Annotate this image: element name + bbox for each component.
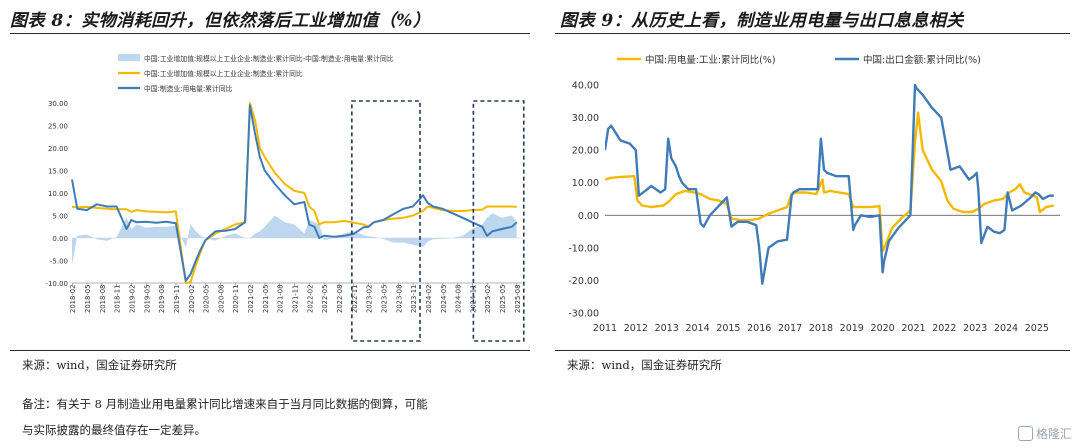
x-tick-label: 2020-11 [232,285,240,313]
legend-label-0: 中国:工业增加值:规模以上工业企业:制造业:累计同比-中国:制造业:用电量:累计… [144,54,394,63]
watermark-text: 格隆汇 [1035,427,1072,441]
y-tick-label: 30.00 [572,113,599,124]
x-tick-label: 2025 [1025,323,1049,334]
y-tick-label: 10.00 [572,178,599,189]
y-tick-label: 20.00 [48,145,68,153]
x-tick-label: 2015 [716,323,740,334]
x-tick-label: 2021-02 [247,285,255,313]
y-tick-label: -5.00 [50,258,68,266]
right-bottom-rule [555,350,1070,351]
x-tick-label: 2019-08 [158,285,166,313]
y-tick-label: 0.00 [52,235,68,243]
x-tick-label: 2025-08 [514,285,522,313]
note-line-2: 与实际披露的最终值存在一定差异。 [22,423,206,437]
x-tick-label: 2020-08 [217,285,225,313]
x-tick-label: 2011 [593,323,617,334]
x-tick-label: 2022-11 [351,285,359,313]
x-tick-label: 2019 [840,323,864,334]
watermark-logo: 格隆汇 [1017,425,1072,442]
left-source-text: 来源：wind，国金证券研究所 [22,358,177,372]
x-tick-label: 2022-08 [336,285,344,313]
y-tick-label: -10.00 [45,280,68,288]
x-tick-label: 2020-05 [203,285,211,313]
x-tick-label: 2020-02 [188,285,196,313]
x-tick-label: 2022-02 [306,285,314,313]
x-tick-label: 2022 [932,323,956,334]
right-chart: 中国:用电量:工业:累计同比(%) 中国:出口金额:累计同比(%) 40.00 30.… [568,54,1060,334]
x-tick-label: 2012 [624,323,648,334]
left-title-rule [10,33,530,34]
right-chart-title: 图表 9：从历史上看，制造业用电量与出口息息相关 [560,11,964,31]
y-tick-label: 0.00 [578,211,599,222]
x-tick-label: 2022-05 [321,285,329,313]
line-series-industrial-value-added [71,102,517,284]
left-chart-title: 图表 8：实物消耗回升，但依然落后工业增加值（%） [10,11,431,31]
legend-label-1: 中国:工业增加值:规模以上工业企业:制造业:累计同比 [144,69,303,78]
y-tick-label: 10.00 [48,190,68,198]
x-tick-label: 2024-08 [455,285,463,313]
line-series-industrial-power [605,111,1055,253]
x-tick-label: 2021-11 [292,285,300,313]
right-title-rule [555,33,1070,34]
y-tick-label: 20.00 [572,146,599,157]
x-tick-label: 2020 [871,323,895,334]
x-tick-label: 2023-05 [380,285,388,313]
x-tick-label: 2018-11 [114,285,122,313]
x-tick-label: 2024 [994,323,1018,334]
x-tick-label: 2018-05 [84,285,92,313]
x-tick-label: 2016 [747,323,771,334]
watermark-icon [1017,426,1033,441]
x-tick-label: 2025-05 [499,285,507,313]
y-tick-label: 5.00 [52,213,68,221]
line-series-manufacturing-power [71,104,518,282]
x-tick-label: 2025-02 [484,285,492,313]
left-bottom-rule [10,350,530,351]
x-tick-label: 2014 [685,323,709,334]
x-tick-label: 2019-05 [143,285,151,313]
x-tick-label: 2021 [901,323,925,334]
right-source-text: 来源：wind，国金证券研究所 [567,358,722,372]
x-tick-label: 2023-02 [366,285,374,313]
x-tick-label: 2018 [809,323,833,334]
x-tick-label: 2024-02 [425,285,433,313]
x-tick-label: 2023-08 [395,285,403,313]
legend-label-power: 中国:用电量:工业:累计同比(%) [645,54,776,66]
area-series-diff [72,213,517,265]
x-tick-label: 2024-05 [440,285,448,313]
y-tick-label: 30.00 [48,100,68,108]
x-tick-label: 2017 [778,323,802,334]
y-tick-label: -30.00 [568,309,599,320]
y-tick-label: -20.00 [568,276,599,287]
x-tick-label: 2021-08 [277,285,285,313]
y-tick-label: 25.00 [48,123,68,131]
x-tick-label: 2023-11 [410,285,418,313]
x-tick-label: 2018-08 [99,285,107,313]
y-tick-label: 15.00 [48,168,68,176]
highlight-frame-2 [472,100,525,342]
line-series-exports [605,83,1054,285]
x-tick-label: 2024-11 [469,285,477,313]
y-tick-label: 40.00 [572,81,599,92]
x-tick-label: 2021-05 [262,285,270,313]
legend-label-2: 中国:制造业:用电量:累计同比 [144,84,233,93]
note-line-1: 备注：有关于 8 月制造业用电量累计同比增速来自于当月同比数据的倒算，可能 [22,397,428,411]
legend-swatch-area [118,54,140,61]
left-chart: 中国:工业增加值:规模以上工业企业:制造业:累计同比-中国:制造业:用电量:累计… [45,54,525,342]
x-tick-label: 2023 [963,323,987,334]
x-tick-label: 2019-02 [128,285,136,313]
y-tick-label: -10.00 [568,243,599,254]
legend-label-export: 中国:出口金额:累计同比(%) [863,54,981,66]
x-tick-label: 2019-11 [173,285,181,313]
x-tick-label: 2018-02 [69,285,77,313]
x-tick-label: 2013 [655,323,679,334]
